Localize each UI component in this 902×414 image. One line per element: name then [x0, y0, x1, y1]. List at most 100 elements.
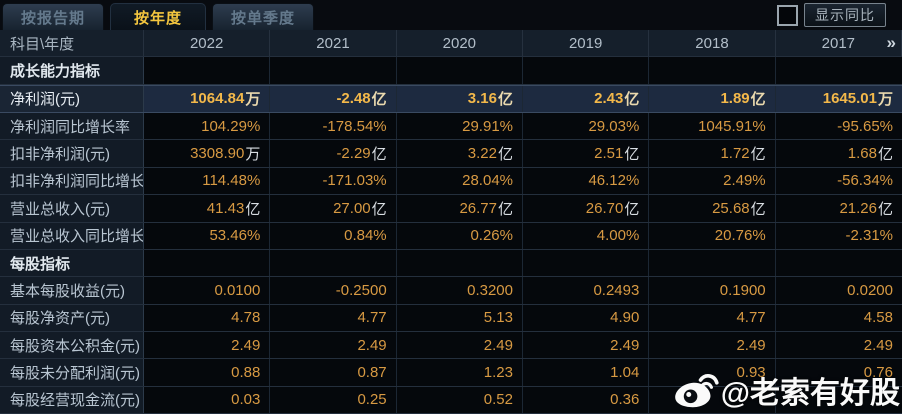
tab-by-year[interactable]: 按年度	[110, 3, 207, 30]
value-cell: -95.65%	[775, 113, 902, 140]
value-cell: 41.43 亿	[144, 195, 271, 222]
value-cell: 4.90	[523, 304, 650, 331]
value-cell: 0.0200	[775, 277, 902, 304]
section-row: 成长能力指标	[0, 57, 902, 85]
value-cell	[649, 249, 776, 277]
value-cell	[775, 57, 902, 84]
value-cell: 2.51 亿	[523, 140, 650, 167]
value-cell: 1645.01 万	[775, 85, 902, 113]
value-cell: 2.49%	[649, 167, 776, 195]
show-yoy-label[interactable]: 显示同比	[804, 3, 886, 27]
value-cell: 3.22 亿	[396, 140, 523, 167]
value-cell: 114.48%	[144, 167, 271, 195]
value-cell	[144, 57, 271, 84]
value-cell: 2.49	[144, 331, 271, 359]
table-header-row: 科目\年度 2022 2021 2020 2019 2018 2017»	[0, 30, 902, 58]
value-cell	[523, 249, 650, 277]
table-row: 每股经营现金流(元) 0.03 0.25 0.52 0.36	[0, 386, 902, 414]
year-header[interactable]: 2017»	[775, 30, 902, 57]
value-cell: 21.26 亿	[775, 195, 902, 222]
value-cell: 1.04	[523, 359, 650, 386]
value-cell	[270, 249, 397, 277]
value-cell: 104.29%	[144, 113, 271, 140]
row-label: 净利润(元)	[0, 85, 144, 113]
row-label: 营业总收入同比增长率	[0, 222, 144, 249]
section-row: 每股指标	[0, 249, 902, 278]
row-label: 每股指标	[0, 249, 144, 277]
row-label: 每股未分配利润(元)	[0, 359, 144, 386]
value-cell: 53.46%	[144, 222, 271, 249]
value-cell: 1.72 亿	[649, 140, 776, 167]
value-cell: 0.88	[144, 359, 271, 386]
value-cell	[775, 249, 902, 277]
value-cell: 2.49	[396, 331, 523, 359]
value-cell: 2.49	[270, 331, 397, 359]
table-row: 扣非净利润同比增长率114.48%-171.03%28.04%46.12%2.4…	[0, 167, 902, 196]
value-cell: 0.3200	[396, 277, 523, 304]
table-row: 净利润同比增长率 104.29% -178.54% 29.91% 29.03% 1045.…	[0, 113, 902, 141]
value-cell: 0.1900	[649, 277, 776, 304]
value-cell: 25.68 亿	[649, 195, 776, 222]
value-cell: 4.00%	[523, 222, 650, 249]
value-cell: 2.49	[649, 331, 776, 359]
table-row: 每股资本公积金(元) 2.49 2.49 2.49 2.49 2.49 2.49	[0, 331, 902, 360]
value-cell: 1.89 亿	[649, 85, 776, 113]
value-cell: 0.76	[775, 359, 902, 386]
value-cell: 3308.90 万	[144, 140, 271, 167]
value-cell	[396, 57, 523, 84]
value-cell	[270, 57, 397, 84]
value-cell: -0.2500	[270, 277, 397, 304]
row-label: 每股经营现金流(元)	[0, 386, 144, 414]
year-header[interactable]: 2019	[523, 30, 650, 57]
value-cell: 2.49	[775, 331, 902, 359]
table-row: 净利润(元) 1064.84 万 -2.48 亿 3.16 亿 2.43 亿 1.89 亿 1645.…	[0, 84, 902, 114]
value-cell: 28.04%	[396, 167, 523, 195]
value-cell: 0.2493	[523, 277, 650, 304]
table-row: 每股净资产(元) 4.78 4.77 5.13 4.90 4.77 4.58	[0, 304, 902, 332]
value-cell: 1064.84 万	[144, 85, 271, 113]
tab-by-quarter[interactable]: 按单季度	[212, 3, 315, 30]
value-cell: -56.34%	[775, 167, 902, 195]
value-cell: 3.16 亿	[396, 85, 523, 113]
table-row: 扣非净利润(元) 3308.90 万 -2.29 亿 3.22 亿 2.51 亿 1.72 亿 1.6…	[0, 140, 902, 168]
value-cell: 1.68 亿	[775, 140, 902, 167]
show-yoy-checkbox[interactable]	[777, 4, 798, 26]
value-cell: 0.0100	[144, 277, 271, 304]
year-header[interactable]: 2020	[396, 30, 523, 57]
row-label: 基本每股收益(元)	[0, 277, 144, 304]
value-cell	[396, 249, 523, 277]
value-cell: 26.77 亿	[396, 195, 523, 222]
value-cell: 20.76%	[649, 222, 776, 249]
value-cell: 4.58	[775, 304, 902, 331]
table-row: 每股未分配利润(元) 0.88 0.87 1.23 1.04 0.93 0.76	[0, 359, 902, 387]
value-cell: 4.78	[144, 304, 271, 331]
value-cell: 0.03	[144, 386, 271, 414]
value-cell: -178.54%	[270, 113, 397, 140]
value-cell: 0.87	[270, 359, 397, 386]
value-cell: 46.12%	[523, 167, 650, 195]
value-cell: -171.03%	[270, 167, 397, 195]
row-label: 营业总收入(元)	[0, 195, 144, 222]
value-cell: 0.36	[523, 386, 650, 414]
more-years-icon[interactable]: »	[886, 33, 896, 53]
row-label: 每股资本公积金(元)	[0, 331, 144, 359]
table-row: 营业总收入同比增长率53.46%0.84%0.26%4.00%20.76%-2.…	[0, 222, 902, 250]
value-cell: 0.84%	[270, 222, 397, 249]
value-cell: 27.00 亿	[270, 195, 397, 222]
show-yoy-control: 显示同比	[777, 3, 886, 27]
value-cell	[775, 386, 902, 414]
value-cell: 2.43 亿	[523, 85, 650, 113]
year-header[interactable]: 2021	[270, 30, 397, 57]
year-header[interactable]: 2022	[144, 30, 271, 57]
row-label: 净利润同比增长率	[0, 113, 144, 140]
value-cell: 2.49	[523, 331, 650, 359]
value-cell: 26.70 亿	[523, 195, 650, 222]
value-cell: 1045.91%	[649, 113, 776, 140]
value-cell: 29.91%	[396, 113, 523, 140]
value-cell: 4.77	[649, 304, 776, 331]
row-label: 每股净资产(元)	[0, 304, 144, 331]
tab-by-report-period[interactable]: 按报告期	[2, 3, 105, 30]
year-header[interactable]: 2018	[649, 30, 776, 57]
financial-table: 科目\年度 2022 2021 2020 2019 2018 2017» 成长能力指标 净利润(…	[0, 30, 902, 414]
table-row: 营业总收入(元) 41.43 亿 27.00 亿 26.77 亿 26.70 亿 25.68 亿 21…	[0, 195, 902, 223]
